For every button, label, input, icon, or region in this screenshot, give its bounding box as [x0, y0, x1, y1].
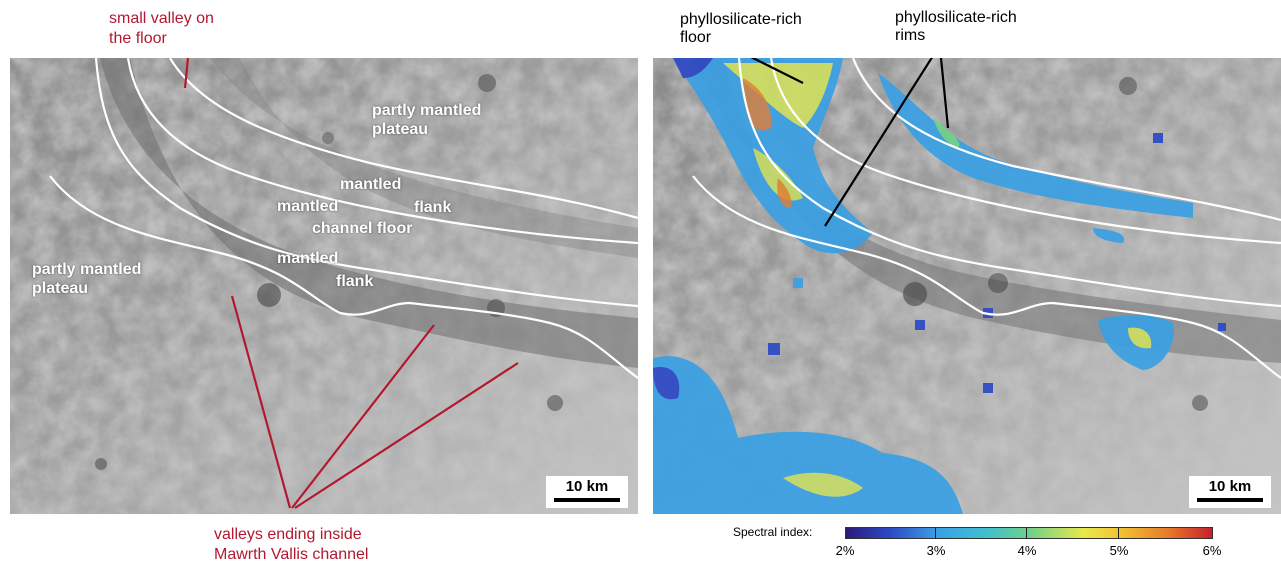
scale-bar-right: 10 km [1189, 476, 1271, 508]
label-partly-mantled-plateau-left: partly mantled plateau [32, 261, 142, 297]
colorbar-tick-label-5: 5% [1109, 543, 1129, 558]
annotation-phyllosilicate-rims: phyllosilicate-rich rims [895, 9, 1017, 44]
label-flank-lower: flank [336, 273, 374, 290]
label-partly-mantled-plateau-top: partly mantled plateau [372, 102, 482, 138]
colorbar-tick-3 [935, 527, 936, 539]
left-map-panel: partly mantled plateau mantled flank man… [10, 58, 638, 514]
scale-bar-left-label: 10 km [565, 478, 609, 495]
label-mantled-lower: mantled [277, 250, 339, 267]
colorbar-tick-4 [1026, 527, 1027, 539]
colorbar-tick-label-4: 4% [1017, 543, 1037, 558]
colorbar [845, 527, 1213, 539]
annotation-phyllosilicate-floor: phyllosilicate-rich floor [680, 11, 802, 46]
annotation-valleys-ending: valleys ending inside Mawrth Vallis chan… [214, 526, 369, 563]
scale-bar-right-label: 10 km [1208, 478, 1252, 495]
label-flank-upper: flank [414, 199, 452, 216]
colorbar-tick-5 [1118, 527, 1119, 539]
colorbar-tick-label-2: 2% [835, 543, 855, 558]
left-terrain-image [10, 58, 638, 514]
annotation-small-valley: small valley on the floor [109, 10, 214, 47]
right-terrain-image [653, 58, 1281, 514]
label-mantled-upper: mantled [340, 176, 402, 193]
colorbar-tick-label-3: 3% [926, 543, 946, 558]
label-channel-floor: channel floor [312, 220, 413, 237]
colorbar-tick-label-6: 6% [1202, 543, 1222, 558]
right-map-panel: 10 km [653, 58, 1281, 514]
colorbar-label: Spectral index: [733, 525, 813, 539]
label-mantled-channel: mantled [277, 198, 339, 215]
scale-bar-left: 10 km [546, 476, 628, 508]
spectral-index-overlay [653, 58, 1226, 514]
